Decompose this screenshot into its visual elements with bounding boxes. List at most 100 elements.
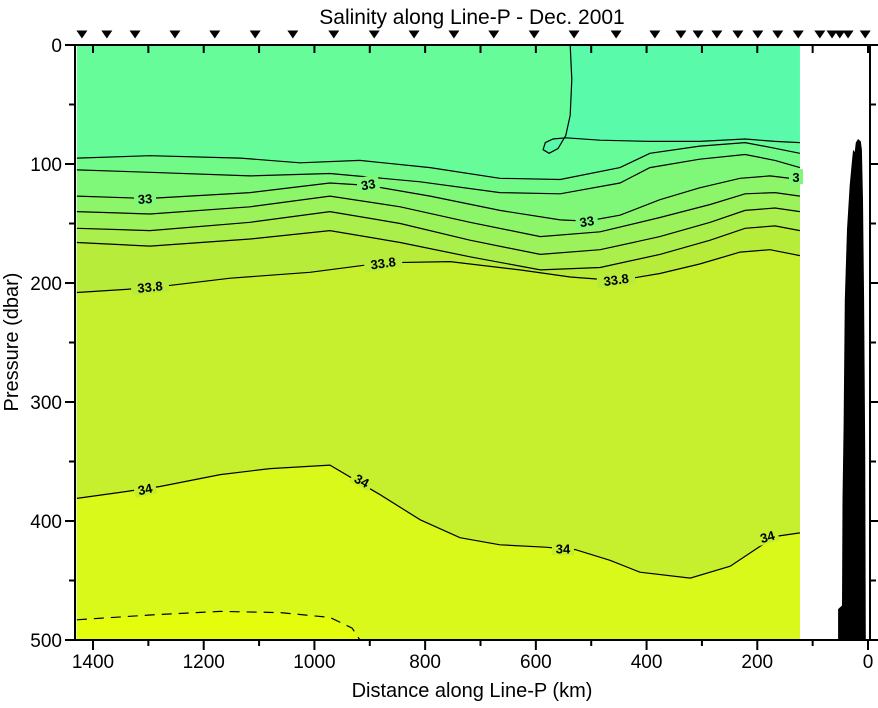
contour-label-group: 34 — [552, 540, 574, 556]
station-marker-triangle — [101, 30, 113, 39]
contour-label-group: 33.8 — [130, 276, 170, 296]
contour-line-33 — [76, 175, 800, 222]
contour-fills — [76, 45, 800, 640]
station-marker-triangle — [792, 30, 804, 39]
contour-label: 33 — [137, 191, 152, 207]
x-tick-label: 800 — [409, 652, 441, 673]
band-fill-below-34 — [76, 465, 800, 640]
station-marker-triangle — [692, 30, 704, 39]
station-marker-triangle — [129, 30, 141, 39]
station-marker-triangle — [249, 30, 261, 39]
contour-line-32.8 — [76, 153, 801, 195]
contour-label: 33 — [578, 213, 595, 230]
contour-label: 33.8 — [603, 271, 630, 289]
band-fill-below-34.2 — [76, 611, 800, 640]
contour-label-group: 34 — [754, 525, 780, 547]
y-tick-label: 500 — [30, 631, 62, 652]
station-marker-triangle — [826, 30, 838, 39]
station-marker-triangle — [675, 30, 687, 39]
x-tick-label: 1200 — [183, 652, 225, 673]
station-marker-triangle — [368, 30, 380, 39]
contour-line-33.2 — [76, 191, 800, 238]
contour-line-32.4 — [542, 44, 800, 154]
contour-label-bg — [349, 468, 376, 492]
contour-line-33.6 — [76, 225, 801, 271]
x-tick-label: 0 — [863, 652, 874, 673]
station-marker-triangle — [834, 30, 846, 39]
contour-label-bg — [355, 174, 381, 194]
contour-label: 3 — [792, 170, 799, 185]
contour-label: 33.8 — [137, 278, 164, 296]
y-tick-label: 200 — [30, 274, 62, 295]
contour-line-33.4 — [76, 207, 800, 256]
station-marker-triangle — [649, 30, 661, 39]
x-tick-label: 1400 — [72, 652, 114, 673]
contour-label-group: 33.8 — [596, 268, 636, 289]
contour-label-bg — [574, 211, 599, 230]
station-marker-triangle — [814, 30, 826, 39]
station-marker-triangle — [448, 30, 460, 39]
fresh-surface-band-fill — [543, 45, 800, 154]
contour-line-33.8 — [76, 249, 801, 294]
contour-label-group: 34 — [132, 478, 158, 499]
station-marker-triangle — [752, 30, 764, 39]
station-marker-triangle — [568, 30, 580, 39]
contour-label-bg — [363, 252, 403, 273]
contour-label-bg — [789, 169, 803, 185]
x-axis-title: Distance along Line-P (km) — [352, 680, 593, 702]
station-marker-triangle — [610, 30, 622, 39]
contour-label: 34 — [758, 528, 777, 547]
bathymetry-polygon — [838, 139, 866, 640]
bathymetry-shading — [838, 139, 866, 640]
contour-label-group: 33 — [355, 174, 381, 194]
station-marker-triangle — [408, 30, 420, 39]
station-marker-triangle — [76, 30, 88, 39]
contour-label-bg — [552, 540, 574, 556]
x-tick-label: 1000 — [293, 652, 335, 673]
contour-line-32.6 — [76, 141, 801, 181]
station-marker-triangle — [732, 30, 744, 39]
station-marker-triangle — [488, 30, 500, 39]
station-marker-triangle — [772, 30, 784, 39]
station-marker-triangle — [711, 30, 723, 39]
y-axis-title: Pressure (dbar) — [1, 273, 23, 412]
station-marker-triangle — [209, 30, 221, 39]
y-tick-label: 100 — [30, 155, 62, 176]
contour-label: 34 — [556, 541, 571, 556]
contour-line-34 — [76, 464, 800, 579]
station-marker-triangle — [328, 30, 340, 39]
contour-lines — [76, 44, 801, 641]
y-tick-label: 400 — [30, 512, 62, 533]
contour-label: 34 — [136, 480, 154, 498]
chart-title: Salinity along Line-P - Dec. 2001 — [319, 6, 624, 29]
station-marker-triangle — [287, 30, 299, 39]
y-tick-label: 0 — [51, 36, 62, 57]
y-tick-label: 300 — [30, 393, 62, 414]
station-marker-triangle — [528, 30, 540, 39]
station-marker-triangle — [859, 30, 871, 39]
contour-label-bg — [133, 189, 157, 207]
x-tick-label: 400 — [631, 652, 663, 673]
contour-label: 33.8 — [370, 254, 397, 272]
contour-label-bg — [130, 276, 170, 296]
contour-label-bg — [132, 478, 158, 499]
station-marker-triangle — [169, 30, 181, 39]
station-markers — [76, 30, 871, 39]
station-marker-triangle — [842, 30, 854, 39]
contour-label-bg — [596, 268, 636, 289]
contour-line-34.2 — [76, 610, 361, 641]
contour-label-group: 33 — [574, 211, 599, 230]
contour-label-bg — [754, 525, 780, 547]
x-tick-label: 200 — [741, 652, 773, 673]
x-tick-label: 600 — [520, 652, 552, 673]
contour-label-group: 33.8 — [363, 252, 403, 273]
tick-labels: 1400 1200 1000 800 600 400 200 0 0 100 200 300 400 50… — [30, 36, 873, 673]
contour-label-group: 34 — [349, 468, 376, 492]
contour-label: 33 — [360, 176, 377, 193]
contour-label-group: 33 — [133, 189, 157, 207]
axis-ticks — [65, 44, 878, 650]
contour-label-group: 3 — [789, 169, 803, 185]
